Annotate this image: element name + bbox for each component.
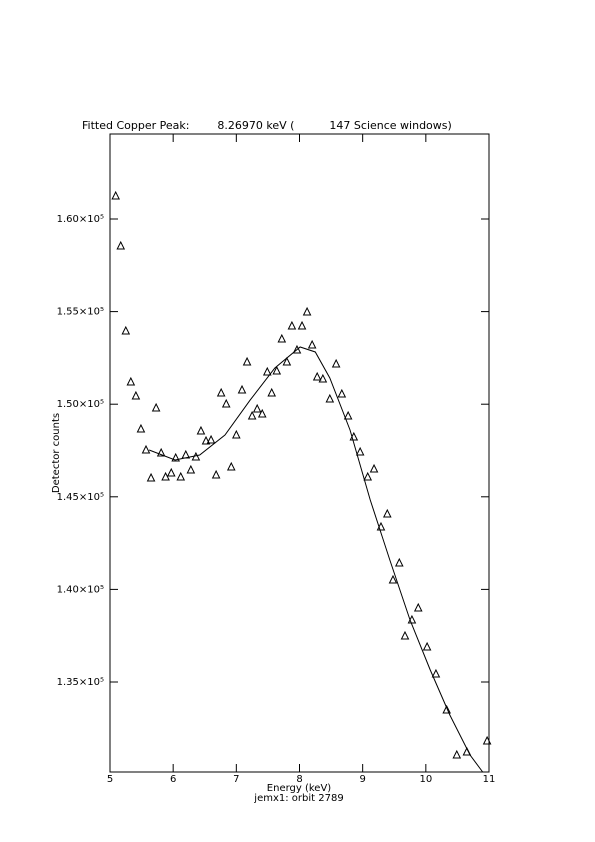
data-point xyxy=(252,403,262,413)
x-axis-label: Energy (keV) xyxy=(267,783,332,794)
data-point xyxy=(247,410,257,420)
x-tick-label: 11 xyxy=(483,774,496,785)
data-point xyxy=(394,557,404,567)
data-point xyxy=(337,388,347,398)
data-point xyxy=(111,190,120,200)
data-point xyxy=(176,471,186,481)
data-point xyxy=(141,444,151,454)
data-point xyxy=(312,371,322,381)
y-tick-label: 1.40×10⁵ xyxy=(57,584,104,595)
data-point xyxy=(400,630,410,640)
data-point xyxy=(166,467,176,477)
data-point xyxy=(297,320,307,330)
data-point xyxy=(369,463,379,473)
data-point xyxy=(156,447,166,457)
data-point xyxy=(121,325,131,335)
data-point xyxy=(388,574,398,584)
data-point xyxy=(237,384,247,394)
y-tick-label: 1.60×10⁵ xyxy=(57,214,104,225)
data-point xyxy=(382,508,392,518)
x-tick-label: 9 xyxy=(359,774,365,785)
y-axis-label: Detector counts xyxy=(51,413,62,493)
data-point xyxy=(257,408,267,418)
data-point xyxy=(232,429,241,439)
data-point xyxy=(116,240,126,250)
data-point xyxy=(146,472,156,482)
x-tick-label: 8 xyxy=(296,774,302,785)
data-point xyxy=(363,471,373,481)
data-point xyxy=(307,339,317,349)
data-point xyxy=(262,366,272,376)
data-point xyxy=(226,461,236,471)
data-point xyxy=(452,749,462,759)
data-point xyxy=(282,356,292,366)
data-point xyxy=(267,387,277,397)
y-tick-label: 1.50×10⁵ xyxy=(57,399,104,410)
data-point xyxy=(126,376,136,386)
data-point xyxy=(277,333,287,343)
data-point xyxy=(136,423,146,433)
data-point xyxy=(302,306,312,316)
x-tick-label: 7 xyxy=(233,774,239,785)
data-point xyxy=(482,735,492,745)
x-tick-label: 6 xyxy=(170,774,176,785)
data-point xyxy=(355,446,365,456)
x-tick-label: 10 xyxy=(419,774,432,785)
data-point xyxy=(221,398,231,408)
data-point xyxy=(292,344,302,354)
y-tick-label: 1.35×10⁵ xyxy=(57,677,104,688)
data-point xyxy=(131,390,141,400)
data-point xyxy=(318,373,328,383)
data-point xyxy=(171,452,181,462)
data-point xyxy=(422,641,432,651)
data-point xyxy=(413,602,423,612)
data-point xyxy=(287,320,297,330)
data-point xyxy=(272,365,282,375)
data-point xyxy=(206,434,216,444)
data-point xyxy=(343,410,353,420)
data-point xyxy=(431,668,441,678)
fit-line xyxy=(148,346,484,773)
data-point xyxy=(161,471,170,481)
data-point xyxy=(186,464,196,474)
data-point xyxy=(211,469,221,479)
subtitle: jemx1: orbit 2789 xyxy=(253,793,343,804)
data-point xyxy=(151,402,161,412)
data-point xyxy=(442,704,451,714)
data-point xyxy=(242,356,252,366)
data-point xyxy=(201,435,211,445)
y-tick-label: 1.45×10⁵ xyxy=(57,492,104,503)
data-point xyxy=(325,393,335,403)
x-tick-label: 5 xyxy=(107,774,113,785)
y-tick-label: 1.55×10⁵ xyxy=(57,307,104,318)
chart-title: Fitted Copper Peak: 8.26970 keV ( 147 Sc… xyxy=(82,119,452,132)
data-point xyxy=(216,387,226,397)
data-point xyxy=(196,425,206,435)
data-point xyxy=(331,358,341,368)
